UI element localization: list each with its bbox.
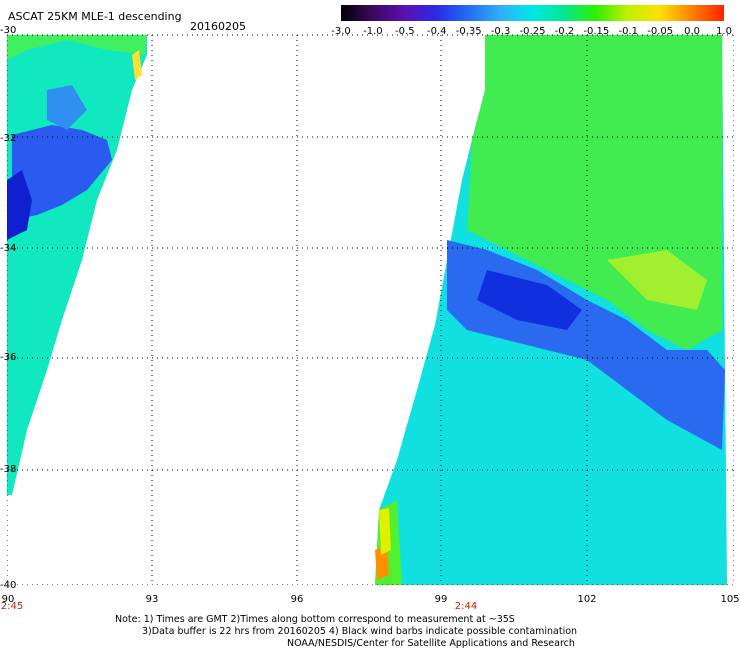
colorbar-segment [660, 5, 693, 21]
lat-label-32: -32 [0, 133, 17, 144]
colorbar-tick-label: -0.35 [455, 26, 482, 37]
colorbar-tick-label: 1.0 [716, 26, 732, 37]
colorbar-segment [436, 5, 469, 21]
swath-right-deep-blue [477, 270, 582, 330]
colorbar-segment [468, 5, 501, 21]
product-title: ASCAT 25KM MLE-1 descending [8, 10, 182, 23]
note-line-2: 3)Data buffer is 22 hrs from 20160205 4)… [142, 626, 578, 637]
colorbar-segment [692, 5, 725, 21]
note-line-1: Note: 1) Times are GMT 2)Times along bot… [115, 614, 515, 625]
colorbar-segment [341, 5, 373, 21]
notes: Note: 1) Times are GMT 2)Times along bot… [115, 614, 577, 650]
swath-left-blue [12, 125, 112, 220]
colorbar-tick-label: -0.05 [647, 26, 674, 37]
lat-label-34: -34 [0, 243, 17, 254]
colorbar-tick-label: -0.2 [554, 26, 575, 37]
lon-label-90: 90 [1, 594, 15, 605]
product-date: 20160205 [190, 20, 246, 33]
colorbar [341, 5, 725, 21]
colorbar-tick-label: -3.0 [331, 26, 351, 37]
swath-right-yellow [379, 508, 391, 555]
swath-left-green [7, 35, 147, 60]
note-line-3: NOAA/NESDIS/Center for Satellite Applica… [287, 638, 575, 649]
colorbar-segment [500, 5, 533, 21]
colorbar-tick-label: -0.15 [583, 26, 610, 37]
lon-label-102: 102 [577, 594, 597, 605]
lon-label-96: 96 [290, 594, 304, 605]
swath-right-orange [375, 545, 389, 580]
swath-right-yellow-green [607, 250, 707, 310]
lat-label-30: -30 [0, 25, 17, 36]
colorbar-segment [596, 5, 629, 21]
lon-label-93: 93 [145, 594, 159, 605]
colorbar-tick-label: -0.4 [426, 26, 447, 37]
colorbar-segment [628, 5, 661, 21]
colorbar-segment [404, 5, 437, 21]
lat-label-40: -40 [0, 580, 17, 591]
colorbar-tick-label: -0.3 [490, 26, 511, 37]
colorbar-tick-label: -1.0 [363, 26, 383, 37]
wind-map [7, 34, 734, 585]
lat-label-36: -36 [0, 352, 17, 363]
colorbar-tick-label: -0.25 [519, 26, 546, 37]
swath-left-blue-2 [47, 85, 87, 130]
lon-label-105: 105 [720, 594, 740, 605]
time-label-right: 2:44 [454, 601, 478, 612]
lat-label-38: -38 [0, 464, 17, 475]
colorbar-tick-label: 0.0 [684, 26, 701, 37]
colorbar-segment [532, 5, 565, 21]
time-label-left: 2:45 [0, 601, 24, 612]
colorbar-labels: -3.0 -1.0 -0.5 -0.4 -0.35 -0.3 -0.25 -0.2 -0.15-… [330, 26, 732, 38]
swath-left-yellow [132, 50, 142, 80]
colorbar-tick-label: -0.5 [395, 26, 415, 37]
colorbar-segment [372, 5, 405, 21]
colorbar-segment [564, 5, 597, 21]
lon-label-99: 99 [434, 594, 448, 605]
swath-left-deep-blue [7, 170, 32, 240]
colorbar-tick-label: -0.1 [618, 26, 639, 37]
